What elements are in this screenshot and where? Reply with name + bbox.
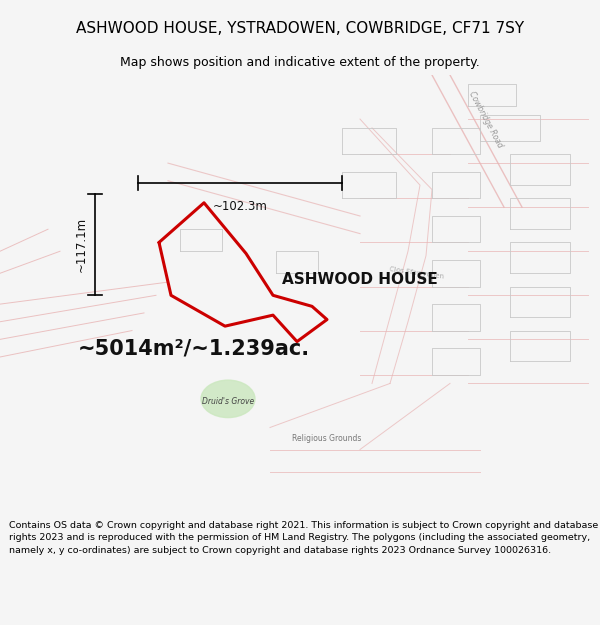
- Ellipse shape: [201, 380, 255, 418]
- Text: Contains OS data © Crown copyright and database right 2021. This information is : Contains OS data © Crown copyright and d…: [9, 521, 598, 555]
- Text: Clos Ffawydden: Clos Ffawydden: [389, 266, 445, 280]
- Text: ~117.1m: ~117.1m: [75, 217, 88, 272]
- Text: Map shows position and indicative extent of the property.: Map shows position and indicative extent…: [120, 56, 480, 69]
- Text: ASHWOOD HOUSE: ASHWOOD HOUSE: [282, 272, 438, 288]
- Text: Religious Grounds: Religious Grounds: [292, 434, 362, 443]
- Text: Druid's Grove: Druid's Grove: [202, 397, 254, 406]
- Text: ~102.3m: ~102.3m: [212, 200, 268, 212]
- Text: ~5014m²/~1.239ac.: ~5014m²/~1.239ac.: [78, 338, 310, 358]
- Text: ASHWOOD HOUSE, YSTRADOWEN, COWBRIDGE, CF71 7SY: ASHWOOD HOUSE, YSTRADOWEN, COWBRIDGE, CF…: [76, 21, 524, 36]
- Text: Cowbridge Road: Cowbridge Road: [467, 89, 505, 149]
